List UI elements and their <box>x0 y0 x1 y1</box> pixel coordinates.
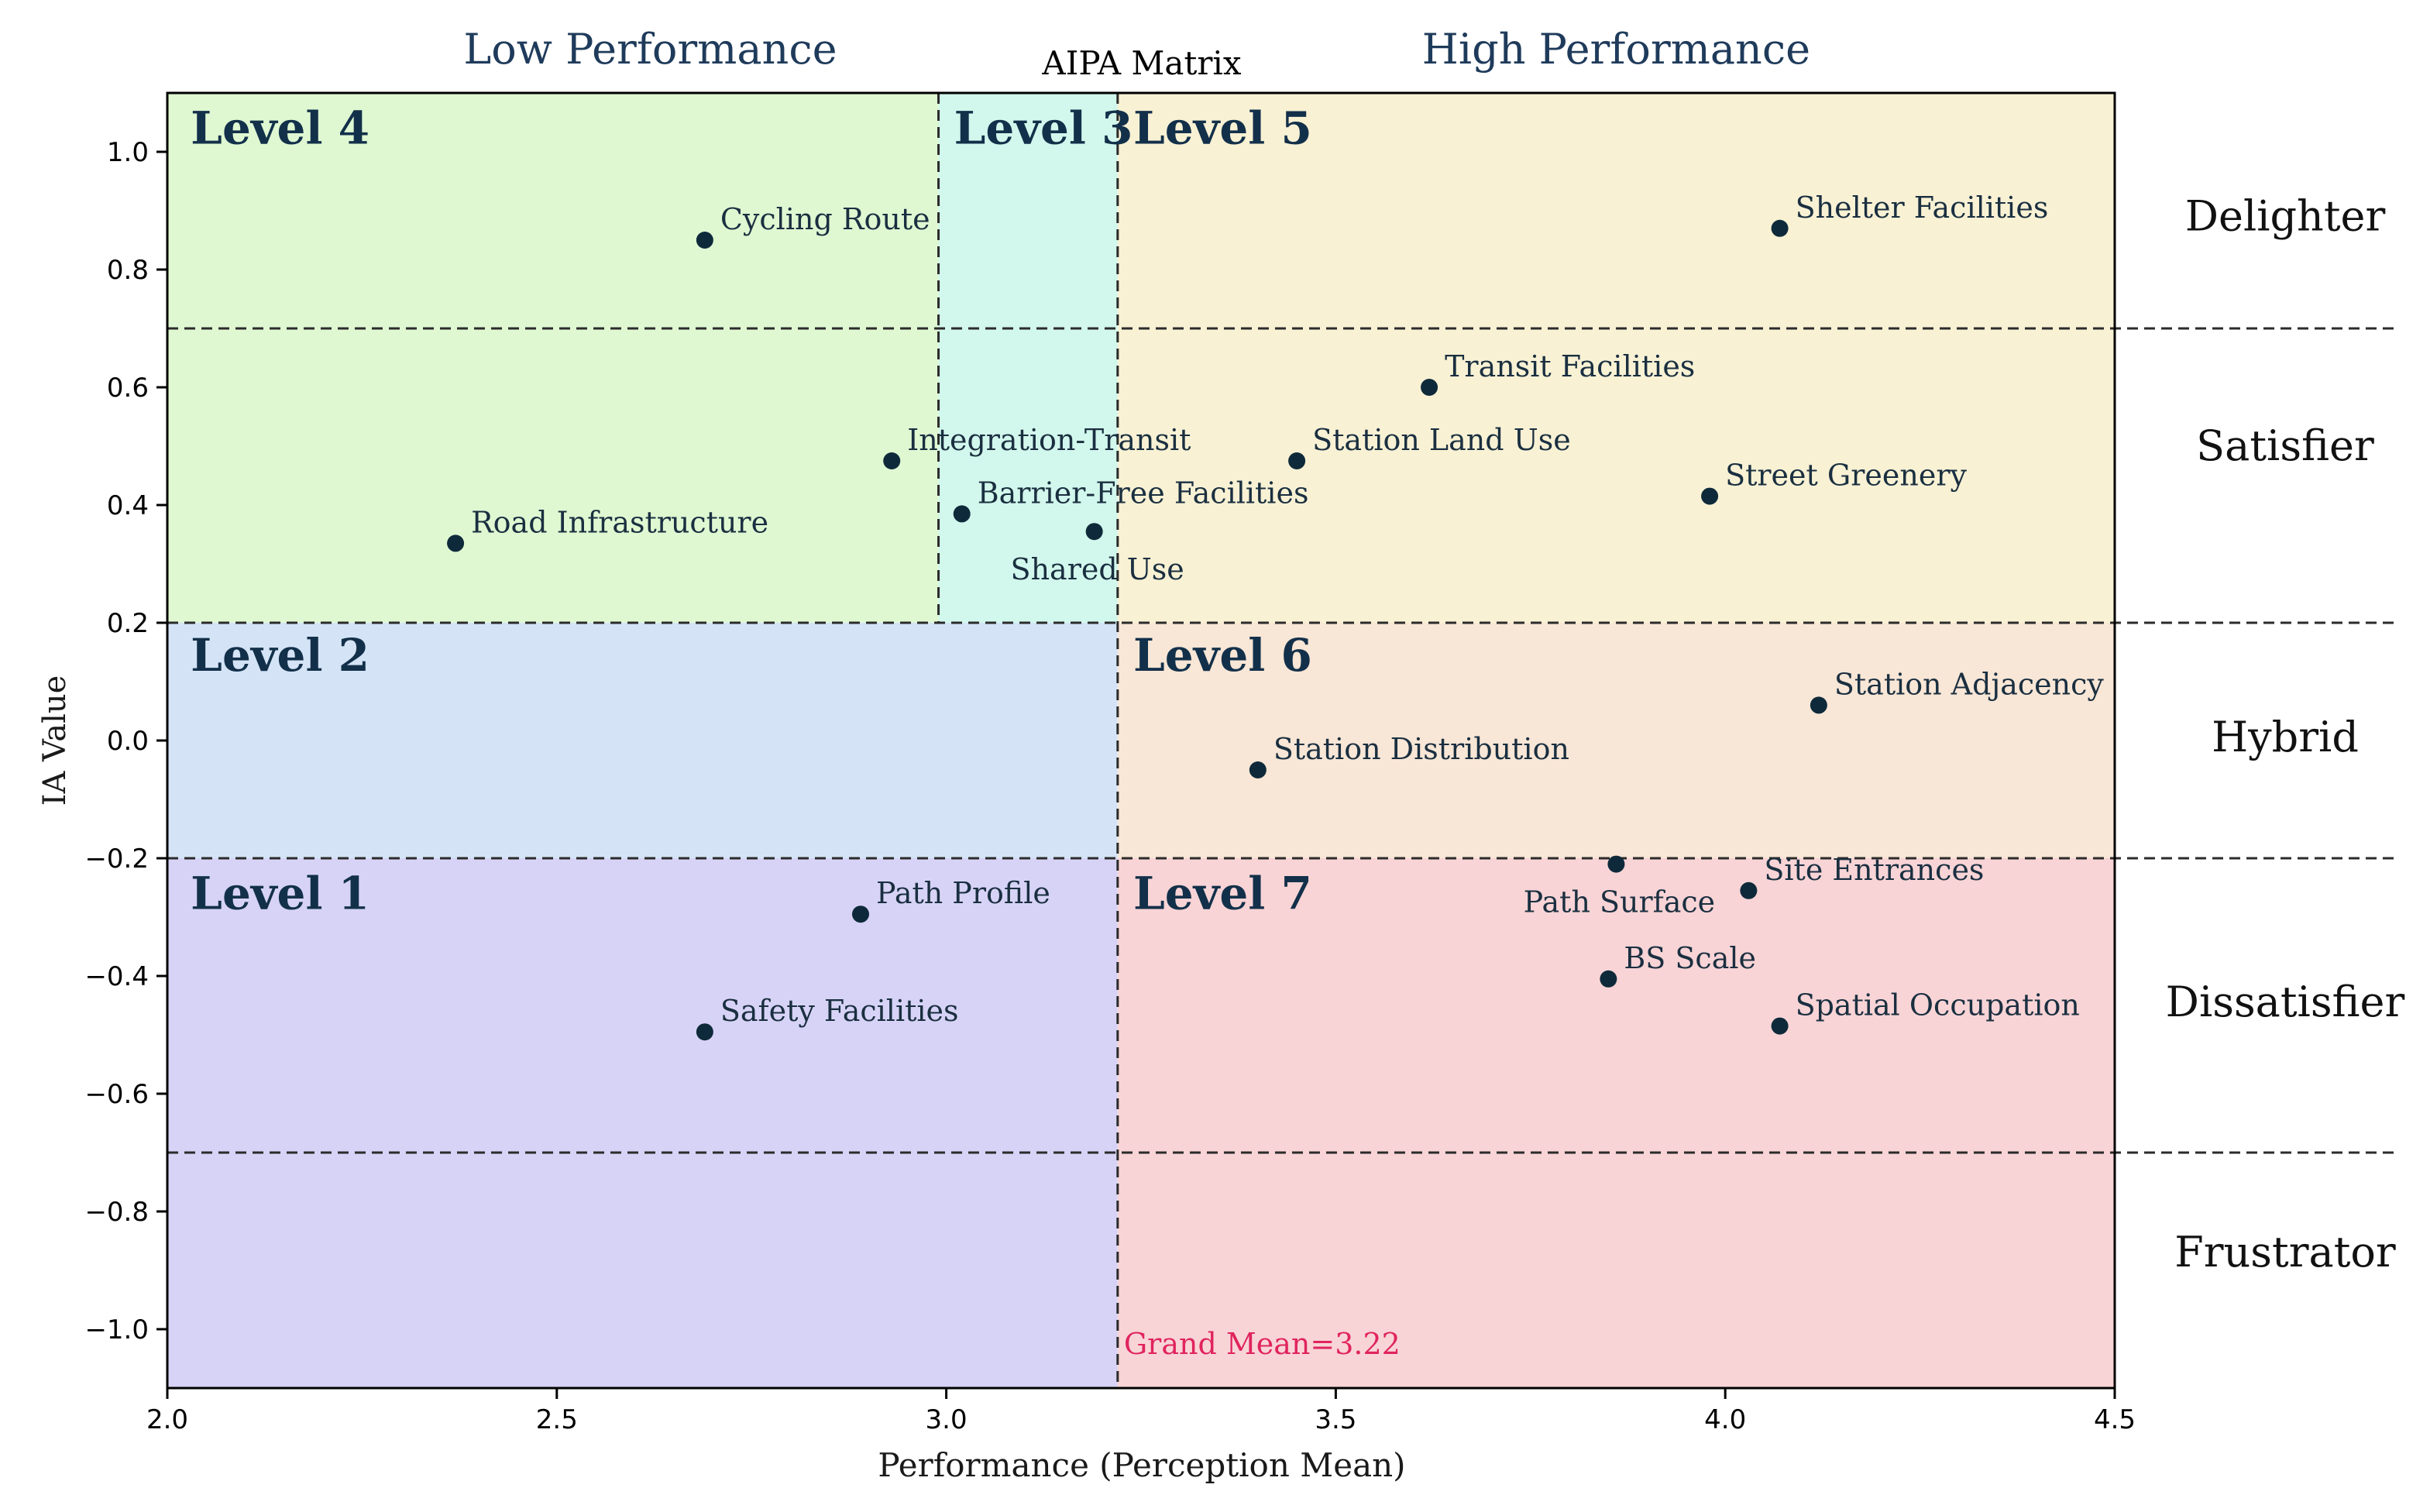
x-tick-label: 3.0 <box>926 1404 968 1435</box>
point-path-profile <box>851 905 869 923</box>
point-label-integration-transit: Integration-Transit <box>907 423 1191 457</box>
high-performance-header: High Performance <box>1422 25 1810 74</box>
point-safety-facilities <box>696 1023 713 1041</box>
chart-title: AIPA Matrix <box>1041 44 1241 82</box>
region-level-2 <box>167 623 1118 858</box>
category-label-frustrator: Frustrator <box>2174 1228 2396 1277</box>
point-label-spatial-occupation: Spatial Occupation <box>1796 988 2080 1022</box>
point-label-site-entrances: Site Entrances <box>1764 853 1984 887</box>
category-label-delighter: Delighter <box>2185 192 2386 241</box>
x-tick-label: 3.5 <box>1315 1404 1356 1435</box>
y-tick-label: 0.0 <box>107 726 149 757</box>
y-tick-label: 0.8 <box>107 255 149 286</box>
y-tick-label: −1.0 <box>84 1314 149 1345</box>
point-shelter-facilities <box>1771 219 1789 237</box>
point-label-shared-use: Shared Use <box>1011 552 1184 586</box>
region-level-7 <box>1117 858 2115 1388</box>
y-tick-label: 0.6 <box>107 373 149 404</box>
category-label-dissatisfier: Dissatisfier <box>2166 978 2405 1026</box>
point-label-path-surface: Path Surface <box>1524 885 1716 919</box>
region-level-1 <box>167 858 1118 1388</box>
point-label-street-greenery: Street Greenery <box>1725 459 1967 493</box>
point-label-road-infrastructure: Road Infrastructure <box>471 505 768 539</box>
level-label-level-3: Level 3 <box>954 102 1133 155</box>
point-spatial-occupation <box>1771 1017 1789 1035</box>
y-tick-label: −0.4 <box>84 961 149 992</box>
point-label-bs-scale: BS Scale <box>1624 941 1756 975</box>
point-road-infrastructure <box>447 534 465 552</box>
category-labels-layer: Delighter Satisfier Hybrid Dissatisfier Frus… <box>2166 192 2405 1277</box>
point-path-surface <box>1607 855 1625 873</box>
category-label-satisfier: Satisfier <box>2196 421 2374 470</box>
y-tick-label: −0.8 <box>84 1197 149 1228</box>
point-barrier-free-facilities <box>953 505 971 523</box>
point-label-station-distribution: Station Distribution <box>1273 732 1569 766</box>
level-label-level-4: Level 4 <box>191 102 369 155</box>
region-level-6 <box>1117 623 2115 858</box>
point-shared-use <box>1085 523 1103 541</box>
point-bs-scale <box>1600 970 1617 988</box>
region-level-5 <box>1117 93 2115 623</box>
point-station-land-use <box>1288 452 1306 469</box>
point-label-cycling-route: Cycling Route <box>720 202 930 236</box>
regions-layer <box>167 93 2115 1388</box>
point-station-adjacency <box>1810 696 1827 714</box>
point-cycling-route <box>696 232 713 249</box>
grand-mean-label: Grand Mean=3.22 <box>1124 1327 1401 1361</box>
level-label-level-1: Level 1 <box>191 868 369 920</box>
y-tick-label: −0.2 <box>84 844 149 875</box>
points-layer: Cycling Route Shelter Facilities Transit F… <box>447 191 2105 1041</box>
point-label-path-profile: Path Profile <box>876 876 1050 910</box>
point-integration-transit <box>883 452 901 469</box>
point-label-safety-facilities: Safety Facilities <box>720 994 959 1028</box>
level-label-level-5: Level 5 <box>1133 102 1312 155</box>
point-label-station-adjacency: Station Adjacency <box>1834 667 2105 701</box>
y-tick-label: 1.0 <box>107 137 149 168</box>
point-label-station-land-use: Station Land Use <box>1312 423 1571 457</box>
x-tick-label: 2.0 <box>146 1404 188 1435</box>
region-level-3 <box>938 93 1118 623</box>
point-street-greenery <box>1701 487 1719 505</box>
low-performance-header: Low Performance <box>463 25 837 74</box>
y-tick-label: −0.6 <box>84 1079 149 1110</box>
point-label-shelter-facilities: Shelter Facilities <box>1796 191 2049 225</box>
x-axis-label: Performance (Perception Mean) <box>878 1446 1405 1484</box>
point-site-entrances <box>1740 881 1758 899</box>
level-label-level-7: Level 7 <box>1133 868 1312 920</box>
level-labels-layer: Level 4 Level 3 Level 5 Level 2 Level 6 Level… <box>191 102 1312 920</box>
x-tick-label: 4.0 <box>1704 1404 1746 1435</box>
x-tick-label: 4.5 <box>2094 1404 2136 1435</box>
axes-layer: 2.0 2.5 3.0 3.5 4.0 4.5 1.0 0.8 0.6 0.4 0.2 0.0 −0.2… <box>84 91 2136 1435</box>
point-station-distribution <box>1249 761 1267 778</box>
threshold-lines-layer <box>167 93 2394 1388</box>
level-label-level-2: Level 2 <box>191 629 369 682</box>
x-tick-label: 2.5 <box>536 1404 578 1435</box>
point-label-barrier-free-facilities: Barrier-Free Facilities <box>978 476 1309 510</box>
y-tick-label: 0.4 <box>107 490 149 521</box>
y-axis-label: IA Value <box>37 675 73 806</box>
level-label-level-6: Level 6 <box>1133 629 1312 682</box>
y-tick-label: 0.2 <box>107 608 149 639</box>
point-label-transit-facilities: Transit Facilities <box>1445 349 1695 383</box>
category-label-hybrid: Hybrid <box>2212 713 2359 761</box>
point-transit-facilities <box>1421 379 1438 396</box>
